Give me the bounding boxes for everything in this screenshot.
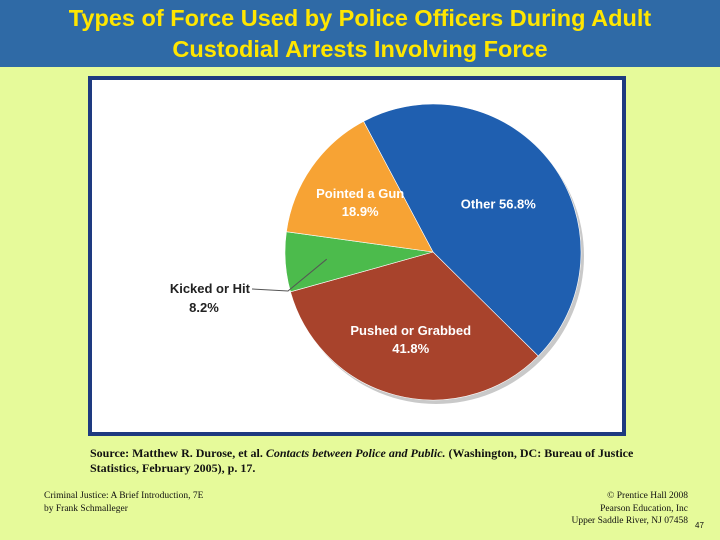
slide-title: Types of Force Used by Police Officers D… (0, 0, 720, 67)
pie-label-other: Other 56.8% (461, 196, 537, 211)
footer-book-title: Criminal Justice: A Brief Introduction, … (44, 491, 204, 501)
slide-title-line1: Types of Force Used by Police Officers D… (68, 5, 652, 31)
pie-chart: Other 56.8% Pushed or Grabbed 41.8% Kicked … (170, 103, 584, 404)
pie-label-kicked-or-hit: Kicked or Hit (170, 281, 251, 296)
pie-slice-pushed-or-grabbed (290, 251, 539, 401)
footer-copyright-line1: © Prentice Hall 2008 (607, 491, 688, 501)
pie-slice-pointed-a-gun (286, 120, 434, 253)
pie-slice-other (363, 103, 582, 357)
page-number: 47 (695, 521, 704, 530)
footer-copyright: © Prentice Hall 2008 Pearson Education, … (571, 490, 688, 528)
source-title: Contacts between Police and Public. (265, 446, 446, 460)
leader-line-kicked-or-hit (251, 258, 328, 292)
pie-value-pushed-or-grabbed: 41.8% (392, 341, 429, 356)
source-prefix: Source: Matthew R. Durose, et al. (90, 446, 263, 460)
chart-area: Other 56.8% Pushed or Grabbed 41.8% Kicked … (92, 80, 622, 432)
source-citation: Source: Matthew R. Durose, et al. Contac… (90, 446, 670, 476)
source-suffix: (Washington, DC: Bureau of Justice Stati… (90, 446, 634, 475)
footer-book-credit: Criminal Justice: A Brief Introduction, … (44, 490, 203, 515)
pie-label-pointed-a-gun: Pointed a Gun (316, 186, 404, 201)
pie-label-pushed-or-grabbed: Pushed or Grabbed (350, 323, 471, 338)
chart-frame: Other 56.8% Pushed or Grabbed 41.8% Kicked … (88, 76, 626, 436)
slide-title-line2: Custodial Arrests Involving Force (172, 36, 548, 62)
pie-value-kicked-or-hit: 8.2% (189, 300, 219, 315)
footer-copyright-line3: Upper Saddle River, NJ 07458 (571, 516, 688, 526)
footer-copyright-line2: Pearson Education, Inc (600, 503, 688, 514)
pie-value-pointed-a-gun: 18.9% (342, 204, 379, 219)
footer-author: by Frank Schmalleger (44, 503, 128, 514)
